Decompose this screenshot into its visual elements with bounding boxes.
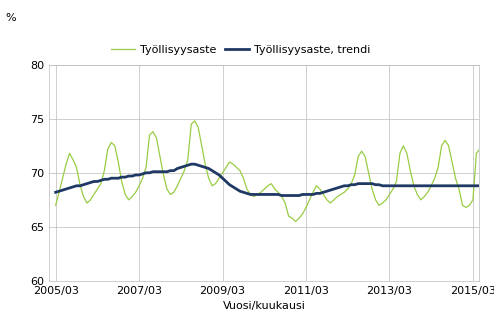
Line: Työllisyysaste, trendi: Työllisyysaste, trendi [56,164,494,195]
Työllisyysaste [192,119,198,123]
Työllisyysaste [209,184,215,188]
Työllisyysaste, trendi [428,184,434,188]
X-axis label: Vuosi/kuukausi: Vuosi/kuukausi [223,301,306,311]
Työllisyysaste [425,190,431,194]
Työllisyysaste [292,220,298,224]
Työllisyysaste [91,193,97,196]
Työllisyysaste [53,203,59,207]
Työllisyysaste, trendi [108,176,114,180]
Työllisyysaste, trendi [425,184,431,188]
Työllisyysaste, trendi [53,190,59,194]
Työllisyysaste [195,125,201,129]
Työllisyysaste, trendi [209,169,215,172]
Työllisyysaste, trendi [91,180,97,183]
Line: Työllisyysaste: Työllisyysaste [56,121,494,222]
Työllisyysaste [108,141,114,144]
Text: %: % [5,13,16,23]
Työllisyysaste, trendi [195,163,201,167]
Legend: Työllisyysaste, Työllisyysaste, trendi: Työllisyysaste, Työllisyysaste, trendi [111,45,370,55]
Työllisyysaste, trendi [188,162,194,166]
Työllisyysaste [428,184,434,188]
Työllisyysaste, trendi [279,193,285,197]
